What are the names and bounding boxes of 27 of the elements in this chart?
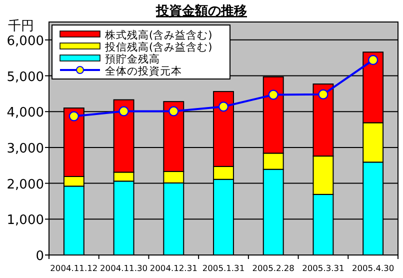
point: [118, 106, 129, 116]
y-axis-title: 千円: [8, 19, 34, 34]
legend-label: 預貯金残高: [105, 52, 160, 66]
point: [218, 101, 229, 112]
legend-label: 全体の投資元本: [105, 64, 182, 78]
y-tick-label: 1,000: [6, 213, 44, 228]
point: [268, 90, 278, 100]
point: [368, 54, 378, 66]
x-tick-label: 2005.1.31: [202, 263, 245, 273]
y-tick-label: 5,000: [6, 70, 44, 85]
y-tick-label: 6,000: [6, 34, 44, 49]
point: [318, 89, 328, 100]
y-tick-label: 4,000: [6, 106, 44, 121]
y-tick-label: 0: [36, 249, 44, 264]
x-tick-label: 2005.3.31: [302, 263, 344, 273]
x-tick-label: 2005.2.28: [252, 263, 294, 273]
point: [168, 106, 179, 116]
x-tick-label: 2004.11.30: [100, 263, 148, 273]
y-tick-label: 2,000: [6, 177, 44, 192]
x-tick-label: 2004.12.31: [150, 263, 198, 273]
x-tick-label: 2004.11.12: [50, 263, 98, 273]
chart-title: 投資金額の推移: [155, 3, 247, 19]
point: [68, 111, 80, 122]
legend-label: 投信残高(含み益含む): [104, 40, 212, 54]
y-tick-label: 3,000: [6, 141, 44, 156]
x-tick-label: 2005.4.30: [352, 263, 394, 273]
legend-label: 株式残高(含み益含む): [104, 28, 212, 42]
